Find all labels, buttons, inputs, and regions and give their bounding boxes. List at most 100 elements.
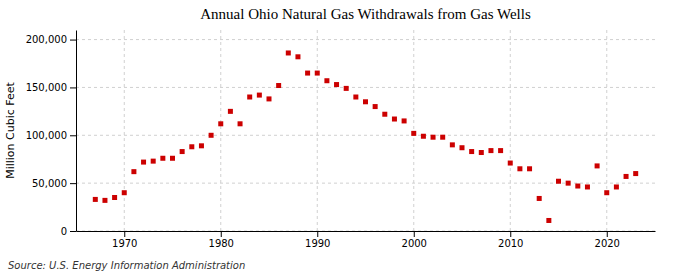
point xyxy=(431,135,436,140)
point xyxy=(324,78,329,83)
point xyxy=(450,142,455,147)
point xyxy=(180,149,185,154)
point xyxy=(170,156,175,161)
point xyxy=(498,148,503,153)
tick-label: 1990 xyxy=(305,238,330,249)
point xyxy=(131,169,136,174)
tick-mark xyxy=(607,231,608,237)
point xyxy=(614,184,619,189)
title: Annual Ohio Natural Gas Withdrawals from… xyxy=(200,6,531,22)
point xyxy=(556,179,561,184)
y-axis: 0 50,000 100,000 150,000 200,000 xyxy=(26,31,77,237)
grid-line-x xyxy=(413,30,414,231)
point xyxy=(527,166,532,171)
axis-line xyxy=(76,31,77,232)
tick: 2020 xyxy=(595,231,620,249)
tick-mark xyxy=(70,183,76,184)
tick: 100,000 xyxy=(26,130,76,141)
point xyxy=(295,54,300,59)
point xyxy=(546,218,551,223)
tick: 1970 xyxy=(112,231,137,249)
plot: 1970 1980 1990 2000 2010 2020 0 50,000 100,000 15… xyxy=(26,30,656,249)
point xyxy=(209,133,214,138)
tick: 0 xyxy=(61,226,76,237)
point xyxy=(238,121,243,126)
point xyxy=(402,118,407,123)
tick-mark xyxy=(70,135,76,136)
grid-line-x xyxy=(317,30,318,231)
point xyxy=(517,166,522,171)
tick-label: 200,000 xyxy=(26,34,67,45)
point xyxy=(585,184,590,189)
point xyxy=(353,95,358,100)
grid-line-x xyxy=(510,30,511,231)
point xyxy=(344,86,349,91)
point xyxy=(479,150,484,155)
tick: 1980 xyxy=(209,231,234,249)
tick-label: 2000 xyxy=(402,238,427,249)
point xyxy=(102,198,107,203)
point xyxy=(112,195,117,200)
point xyxy=(363,99,368,104)
tick-mark xyxy=(124,231,125,237)
tick-mark xyxy=(70,40,76,41)
tick-label: 50,000 xyxy=(32,178,67,189)
points xyxy=(93,50,638,223)
tick-label: 1980 xyxy=(209,238,234,249)
source: Source: U.S. Energy Information Administ… xyxy=(8,260,245,271)
grid xyxy=(76,30,655,231)
point xyxy=(411,131,416,136)
tick-mark xyxy=(221,231,222,237)
grid-line-x xyxy=(220,30,221,231)
point xyxy=(469,149,474,154)
tick-mark xyxy=(317,231,318,237)
point xyxy=(373,104,378,109)
tick-mark xyxy=(414,231,415,237)
tick: 50,000 xyxy=(32,178,76,189)
point xyxy=(93,197,98,202)
grid-line-x xyxy=(606,30,607,231)
point xyxy=(218,121,223,126)
point xyxy=(315,71,320,76)
tick-label: 100,000 xyxy=(26,130,67,141)
y-axis-label: Million Cubic Feet xyxy=(4,81,17,178)
point xyxy=(604,190,609,195)
tick-label: 2010 xyxy=(498,238,523,249)
point xyxy=(392,117,397,122)
tick-mark xyxy=(70,87,76,88)
point xyxy=(382,112,387,117)
tick: 2000 xyxy=(402,231,427,249)
tick: 150,000 xyxy=(26,82,76,93)
point xyxy=(508,161,513,166)
point xyxy=(228,109,233,114)
tick: 200,000 xyxy=(26,34,76,45)
grid-line-y xyxy=(76,231,655,232)
point xyxy=(122,190,127,195)
point xyxy=(305,71,310,76)
point xyxy=(460,145,465,150)
axis-line xyxy=(77,231,656,232)
point xyxy=(141,160,146,165)
tick: 2010 xyxy=(498,231,523,249)
point xyxy=(247,95,252,100)
grid-line-x xyxy=(124,30,125,231)
point xyxy=(537,196,542,201)
tick-label: 1970 xyxy=(112,238,137,249)
point xyxy=(624,174,629,179)
point xyxy=(151,159,156,164)
point xyxy=(276,83,281,88)
point xyxy=(575,184,580,189)
point xyxy=(566,181,571,186)
point xyxy=(189,144,194,149)
point xyxy=(267,96,272,101)
grid-line-y xyxy=(76,39,655,40)
point xyxy=(160,156,165,161)
grid-line-y xyxy=(76,135,655,136)
point xyxy=(199,143,204,148)
tick-label: 2020 xyxy=(595,238,620,249)
point xyxy=(257,93,262,98)
point xyxy=(334,82,339,87)
tick-label: 150,000 xyxy=(26,82,67,93)
tick-mark xyxy=(70,231,76,232)
point xyxy=(488,148,493,153)
